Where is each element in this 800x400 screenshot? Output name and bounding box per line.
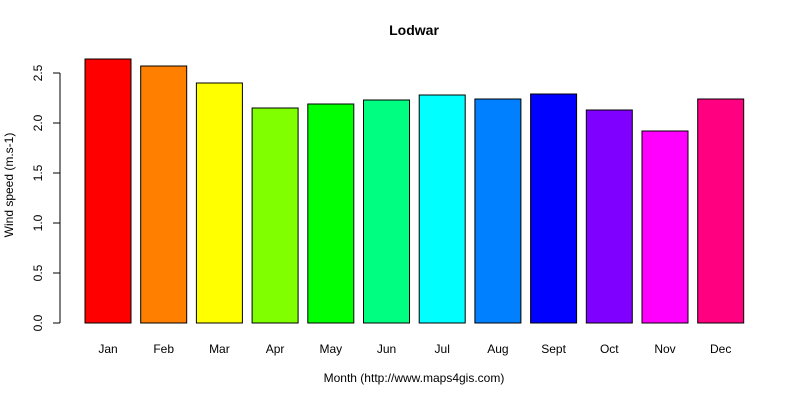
bar-sept [530,93,578,324]
x-axis-label: Month (http://www.maps4gis.com) [324,371,505,385]
x-tick-label: Nov [654,342,675,356]
x-tick-labels: Jan Feb Mar Apr May Jun Jul Aug Sept Oct Nov Dec [98,342,731,356]
bar-feb [140,65,188,324]
x-tick-label: Jul [435,342,450,356]
x-tick-label: Dec [710,342,731,356]
bar-apr [251,107,299,324]
bar-jun [363,99,410,324]
y-tick-label: 0.0 [31,314,45,331]
bars-group [84,58,745,324]
chart-title: Lodwar [389,22,439,38]
bar-oct [585,109,633,324]
bar-dec [697,98,745,324]
bar-nov [641,130,689,324]
bar-mar [195,82,243,324]
y-tick-label: 2.5 [31,64,45,81]
x-tick-label: Mar [209,342,230,356]
bar-jul [418,94,466,324]
x-tick-label: Sept [541,342,566,356]
x-tick-label: Jan [98,342,117,356]
y-tick-label: 0.5 [31,264,45,281]
x-tick-label: Aug [487,342,508,356]
y-tick-label: 2.0 [31,114,45,131]
y-tick-label: 1.0 [31,214,45,231]
x-tick-label: Oct [600,342,619,356]
x-tick-label: Apr [266,342,285,356]
y-axis-label: Wind speed (m.s-1) [2,133,16,238]
bar-jan [84,58,132,324]
bar-may [307,103,355,324]
x-tick-label: May [319,342,342,356]
y-tick-label: 1.5 [31,164,45,181]
x-tick-label: Jun [377,342,396,356]
bar-aug [474,98,522,324]
x-tick-label: Feb [153,342,174,356]
y-axis: 0.0 0.5 1.0 1.5 2.0 2.5 [31,64,61,331]
